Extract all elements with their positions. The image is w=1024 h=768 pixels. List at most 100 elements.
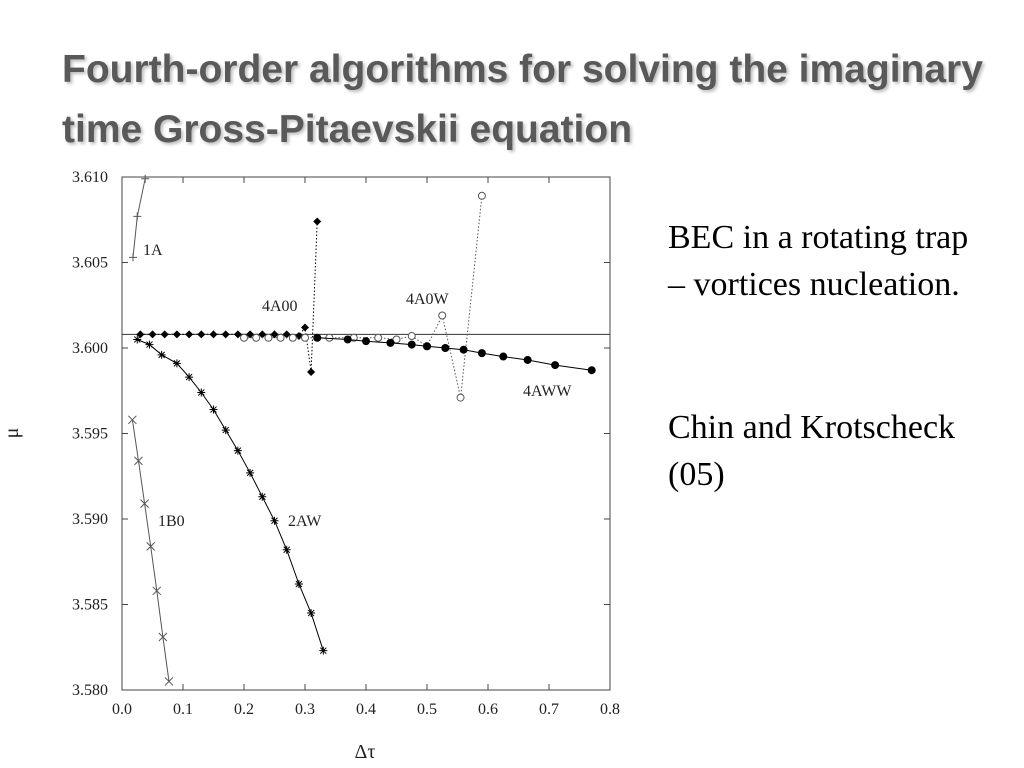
- marker: [148, 330, 157, 339]
- marker: [301, 323, 309, 332]
- marker: [343, 335, 352, 344]
- x-tick-label: 0.1: [173, 701, 193, 718]
- y-tick-label: 3.600: [72, 340, 108, 357]
- series-line: [317, 337, 592, 371]
- x-tick-label: 0.3: [295, 701, 315, 718]
- series-label: 1A: [143, 242, 163, 259]
- x-tick-label: 0.8: [600, 701, 620, 718]
- marker: [128, 253, 137, 262]
- marker: [172, 330, 181, 339]
- marker: [133, 212, 142, 221]
- marker: [152, 586, 162, 596]
- marker: [145, 340, 154, 349]
- marker: [136, 330, 145, 339]
- marker: [209, 330, 218, 339]
- marker: [499, 352, 508, 361]
- body-text: Chin and Krotscheck (05): [668, 409, 956, 493]
- marker: [423, 342, 431, 351]
- marker: [140, 499, 149, 508]
- series-line: [131, 419, 170, 682]
- y-tick-label: 3.610: [72, 169, 108, 186]
- marker: [258, 330, 267, 339]
- x-tick-label: 0.2: [234, 701, 254, 718]
- marker: [288, 333, 297, 342]
- series-label: 4A0W: [406, 291, 450, 308]
- marker: [172, 359, 181, 368]
- marker: [246, 468, 255, 477]
- marker: [374, 333, 383, 342]
- marker: [164, 677, 174, 686]
- marker: [551, 361, 560, 370]
- marker: [221, 426, 230, 435]
- marker: [301, 333, 309, 342]
- marker: [252, 333, 261, 342]
- x-tick-label: 0.6: [478, 701, 498, 718]
- marker: [141, 174, 150, 183]
- series-label: 4AWW: [523, 383, 572, 400]
- series-line: [140, 221, 318, 372]
- marker: [523, 355, 532, 364]
- series-label: 4A00: [262, 298, 298, 315]
- marker: [386, 338, 395, 347]
- marker: [456, 393, 465, 402]
- marker: [133, 335, 142, 344]
- y-tick-label: 3.590: [72, 511, 108, 528]
- marker: [246, 330, 255, 339]
- x-tick-label: 0.4: [356, 701, 376, 718]
- y-tick-label: 3.580: [72, 682, 108, 699]
- marker: [160, 330, 169, 339]
- marker: [157, 350, 166, 359]
- series-label: 1B0: [158, 513, 185, 530]
- marker: [134, 456, 143, 466]
- marker: [270, 330, 279, 339]
- series-label: 2AW: [288, 513, 322, 530]
- body-text: BEC in a rotating trap – vortices nuclea…: [668, 219, 969, 303]
- y-tick-label: 3.605: [72, 255, 108, 272]
- y-tick-label: 3.595: [72, 426, 108, 443]
- chart: Δτ μ 0.0 0.1 0.2 0.3 0.4 0.5 0.6 0.7 0.8 3.580 3.5…: [1, 169, 620, 763]
- marker: [128, 415, 137, 425]
- x-tick-label: 0.5: [417, 701, 437, 718]
- marker: [276, 333, 285, 342]
- marker: [407, 332, 416, 341]
- y-axis-label: μ: [1, 428, 23, 439]
- marker: [185, 373, 194, 382]
- marker: [477, 191, 486, 200]
- marker: [197, 330, 206, 339]
- marker: [209, 405, 218, 414]
- marker: [313, 217, 322, 226]
- marker: [307, 367, 316, 376]
- marker: [146, 542, 156, 551]
- marker: [362, 337, 370, 346]
- marker: [441, 344, 450, 352]
- marker: [158, 632, 168, 642]
- series-line: [137, 339, 324, 651]
- marker: [313, 333, 322, 342]
- marker: [477, 349, 486, 358]
- marker: [294, 579, 303, 588]
- marker: [221, 330, 230, 339]
- x-axis-label: Δτ: [355, 741, 376, 763]
- marker: [587, 366, 596, 375]
- marker: [233, 446, 242, 455]
- x-tick-label: 0.0: [112, 701, 132, 718]
- marker: [407, 340, 416, 349]
- marker: [282, 330, 291, 339]
- marker: [233, 330, 242, 339]
- slide-title: Fourth-order algorithms for solving the …: [62, 48, 983, 151]
- marker: [438, 311, 447, 320]
- marker: [282, 545, 291, 554]
- marker: [258, 492, 267, 501]
- marker: [185, 330, 194, 339]
- marker: [264, 333, 273, 342]
- y-tick-label: 3.585: [72, 597, 108, 614]
- marker: [270, 516, 279, 525]
- marker: [325, 333, 334, 342]
- x-tick-label: 0.7: [539, 701, 559, 718]
- marker: [307, 609, 316, 618]
- marker: [459, 345, 468, 354]
- marker: [319, 646, 328, 655]
- plot-frame: [121, 176, 611, 691]
- marker: [240, 333, 248, 342]
